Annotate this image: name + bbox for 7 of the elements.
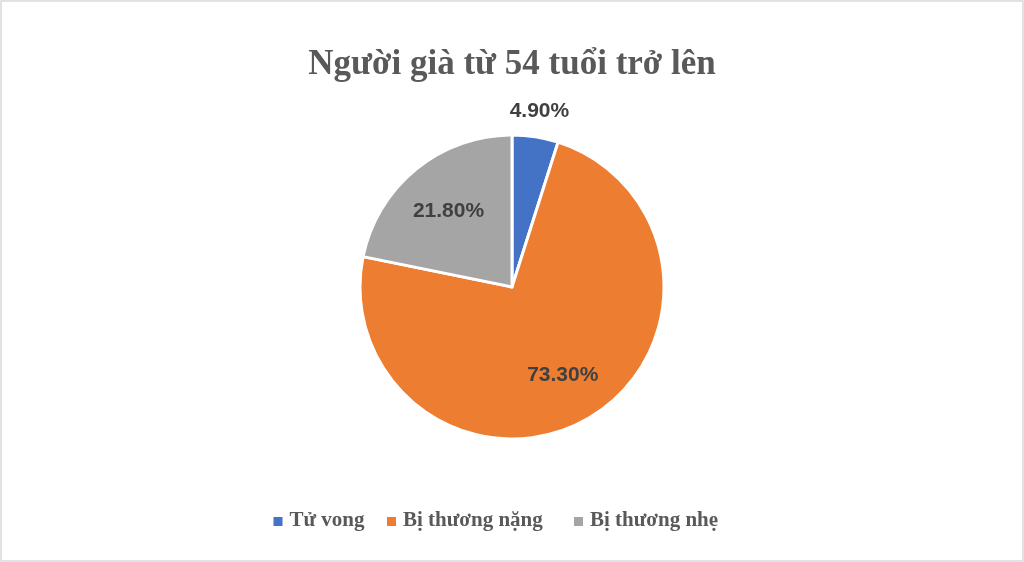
data-label: 4.90% — [509, 98, 570, 122]
chart-title: Người già từ 54 tuổi trở lên — [308, 43, 716, 82]
data-label: 21.80% — [412, 197, 485, 221]
data-label: 73.30% — [527, 361, 599, 385]
legend-label: Bị thương nhẹ — [590, 507, 719, 531]
legend-label: Bị thương nặng — [403, 507, 544, 531]
legend-label: Tử vong — [289, 507, 366, 531]
